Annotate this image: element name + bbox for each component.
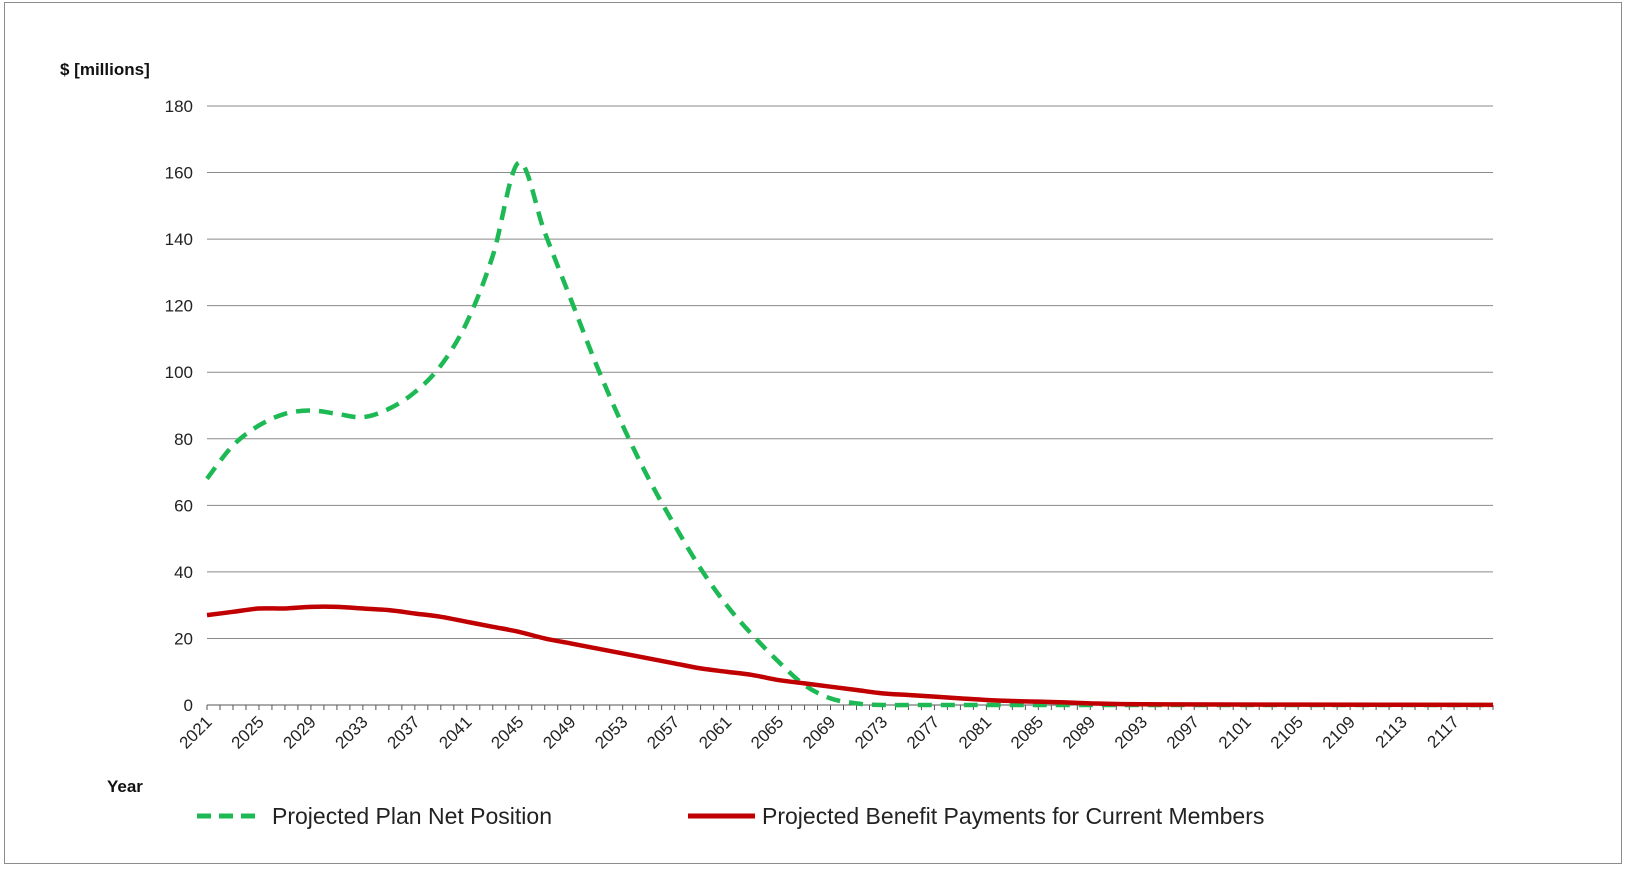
y-tick-label: 40: [174, 563, 193, 582]
y-tick-label: 140: [165, 230, 193, 249]
y-tick-label: 20: [174, 629, 193, 648]
x-tick-label: 2069: [799, 712, 839, 752]
legend: Projected Plan Net Position Projected Be…: [197, 803, 1264, 829]
x-tick-label: 2117: [1424, 712, 1463, 751]
x-tick-label: 2061: [695, 712, 735, 752]
x-tick-label: 2081: [955, 712, 995, 752]
x-axis-label: Year: [107, 777, 143, 796]
series-line-0: [205, 160, 1493, 708]
x-tick-label: 2085: [1007, 712, 1047, 752]
x-tick-label: 2021: [176, 712, 216, 752]
x-tick-label: 2105: [1267, 712, 1307, 752]
x-tick-label: 2089: [1059, 712, 1099, 752]
x-tick-label: 2109: [1319, 712, 1359, 752]
x-tick-label: 2065: [747, 712, 787, 752]
series-lines: [205, 160, 1494, 708]
legend-label-benefit-payments: Projected Benefit Payments for Current M…: [762, 803, 1264, 829]
x-tick-label: 2029: [280, 712, 320, 752]
y-tick-label: 60: [174, 496, 193, 515]
y-axis-ticks: 0 20 40 60 80 100 120 140 160 180: [165, 97, 193, 715]
y-tick-label: 100: [165, 363, 193, 382]
series-line-1: [206, 604, 1494, 708]
y-tick-label: 160: [165, 164, 193, 183]
x-tick-label: 2101: [1215, 712, 1255, 752]
x-tick-label: 2073: [851, 712, 891, 752]
x-tick-label: 2037: [383, 712, 423, 752]
y-tick-label: 0: [184, 696, 193, 715]
x-axis-ticks: 2021 2025 2029 2033 2037 2041 2045 2049 2053 2057…: [176, 712, 1463, 752]
x-tick-label: 2045: [487, 712, 527, 752]
y-axis-label: $ [millions]: [60, 60, 150, 79]
x-tick-label: 2093: [1111, 712, 1151, 752]
chart-frame: [4, 2, 1622, 864]
x-tick-label: 2025: [228, 712, 268, 752]
y-tick-label: 80: [174, 430, 193, 449]
y-tick-label: 120: [165, 297, 193, 316]
gridlines: [206, 105, 1494, 710]
legend-label-plan-net-position: Projected Plan Net Position: [272, 803, 552, 829]
x-tick-label: 2041: [435, 712, 475, 752]
x-tick-label: 2057: [643, 712, 683, 752]
x-tick-label: 2049: [539, 712, 579, 752]
x-tick-label: 2113: [1372, 712, 1411, 751]
y-tick-label: 180: [165, 97, 193, 116]
x-tick-label: 2053: [591, 712, 631, 752]
x-tick-label: 2033: [332, 712, 372, 752]
x-tick-label: 2097: [1163, 712, 1203, 752]
x-tick-label: 2077: [903, 712, 943, 752]
